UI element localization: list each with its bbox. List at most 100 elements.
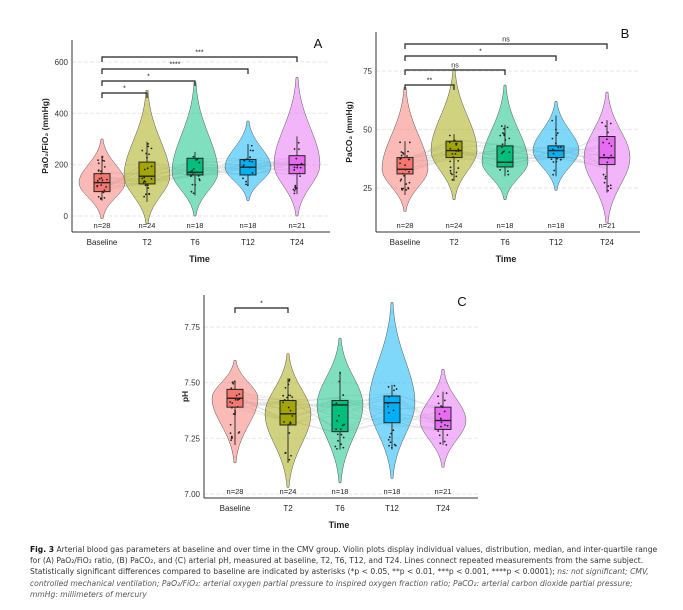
y-tick-label: 7.50 bbox=[184, 379, 200, 388]
data-point bbox=[288, 380, 291, 382]
data-point bbox=[504, 139, 507, 141]
data-point bbox=[552, 161, 555, 163]
data-point bbox=[453, 139, 455, 142]
n-label: n=18 bbox=[548, 221, 565, 230]
data-point bbox=[198, 178, 201, 180]
data-point bbox=[230, 387, 233, 390]
x-tick-label: T12 bbox=[385, 504, 399, 513]
panel-label: B bbox=[621, 26, 630, 41]
data-point bbox=[606, 138, 608, 141]
data-point bbox=[604, 125, 607, 128]
data-point bbox=[142, 181, 145, 184]
panel-label: C bbox=[457, 294, 466, 309]
data-point bbox=[98, 177, 101, 180]
n-label: n=24 bbox=[446, 221, 463, 230]
x-tick-label: Baseline bbox=[390, 238, 421, 247]
data-point bbox=[192, 173, 194, 176]
box-t24 bbox=[434, 406, 452, 430]
data-point bbox=[407, 150, 409, 153]
data-point bbox=[234, 413, 237, 416]
data-point bbox=[445, 444, 448, 446]
data-point bbox=[97, 169, 100, 172]
data-point bbox=[451, 178, 454, 181]
data-point bbox=[503, 127, 505, 130]
x-axis-title: Time bbox=[329, 520, 350, 530]
significance-label: ns bbox=[451, 63, 459, 70]
significance-bracket bbox=[404, 55, 557, 61]
data-point bbox=[506, 126, 509, 129]
data-point bbox=[499, 168, 502, 171]
data-point bbox=[190, 190, 193, 193]
data-point bbox=[287, 394, 290, 397]
data-point bbox=[291, 399, 294, 402]
data-point bbox=[146, 167, 149, 170]
data-point bbox=[402, 153, 405, 155]
data-point bbox=[386, 402, 389, 405]
y-tick-label: 7.75 bbox=[184, 323, 200, 332]
data-point bbox=[555, 128, 557, 131]
data-point bbox=[400, 187, 403, 190]
y-tick-label: 75 bbox=[363, 67, 372, 76]
significance-label: *** bbox=[195, 50, 203, 57]
data-point bbox=[440, 417, 442, 420]
data-point bbox=[443, 399, 446, 402]
n-label: n=18 bbox=[240, 221, 257, 230]
figure-label: Fig. 3 bbox=[30, 545, 55, 554]
data-point bbox=[293, 148, 296, 150]
data-point bbox=[439, 442, 442, 445]
n-label: n=28 bbox=[94, 221, 111, 230]
data-point bbox=[299, 166, 302, 169]
data-point bbox=[290, 454, 292, 457]
data-point bbox=[451, 173, 453, 176]
box-t2 bbox=[138, 161, 156, 185]
data-point bbox=[234, 398, 237, 401]
data-point bbox=[399, 179, 402, 182]
data-point bbox=[452, 156, 455, 159]
data-point bbox=[141, 149, 144, 152]
n-label: n=21 bbox=[289, 221, 306, 230]
data-point bbox=[251, 160, 254, 163]
data-point bbox=[500, 146, 503, 149]
data-point bbox=[282, 394, 285, 397]
data-point bbox=[407, 158, 410, 161]
data-point bbox=[292, 188, 295, 191]
data-point bbox=[555, 160, 558, 163]
data-point bbox=[403, 174, 405, 177]
data-point bbox=[407, 186, 410, 189]
n-label: n=18 bbox=[384, 487, 401, 496]
data-point bbox=[337, 414, 340, 417]
data-point bbox=[296, 187, 298, 189]
x-tick-label: T24 bbox=[600, 238, 614, 247]
x-axis-title: Time bbox=[189, 254, 210, 264]
data-point bbox=[500, 125, 503, 128]
panel-a: 0 200 400 600 n=28 Baseline n=24 T2 n=18 T6 n=18 T1… bbox=[40, 36, 330, 264]
data-point bbox=[191, 183, 194, 186]
x-tick-label: T12 bbox=[549, 238, 563, 247]
data-point bbox=[400, 151, 403, 153]
data-point bbox=[457, 150, 460, 153]
data-point bbox=[231, 381, 234, 384]
data-point bbox=[608, 142, 611, 145]
data-point bbox=[502, 151, 504, 153]
data-point bbox=[335, 428, 337, 431]
data-point bbox=[293, 169, 296, 171]
data-point bbox=[252, 149, 254, 152]
data-point bbox=[291, 396, 294, 399]
data-point bbox=[438, 413, 441, 415]
data-point bbox=[298, 148, 300, 151]
data-point bbox=[441, 406, 444, 408]
data-point bbox=[192, 155, 195, 158]
data-point bbox=[607, 185, 610, 188]
y-tick-label: 600 bbox=[55, 58, 69, 67]
data-point bbox=[144, 184, 147, 187]
data-point bbox=[401, 172, 404, 175]
data-point bbox=[448, 134, 451, 137]
data-point bbox=[150, 177, 153, 180]
data-point bbox=[288, 458, 291, 461]
data-point bbox=[293, 166, 296, 169]
data-point bbox=[284, 386, 287, 389]
panel-label: A bbox=[314, 36, 323, 51]
n-label: n=28 bbox=[397, 221, 414, 230]
data-point bbox=[229, 423, 232, 426]
data-point bbox=[440, 425, 442, 428]
